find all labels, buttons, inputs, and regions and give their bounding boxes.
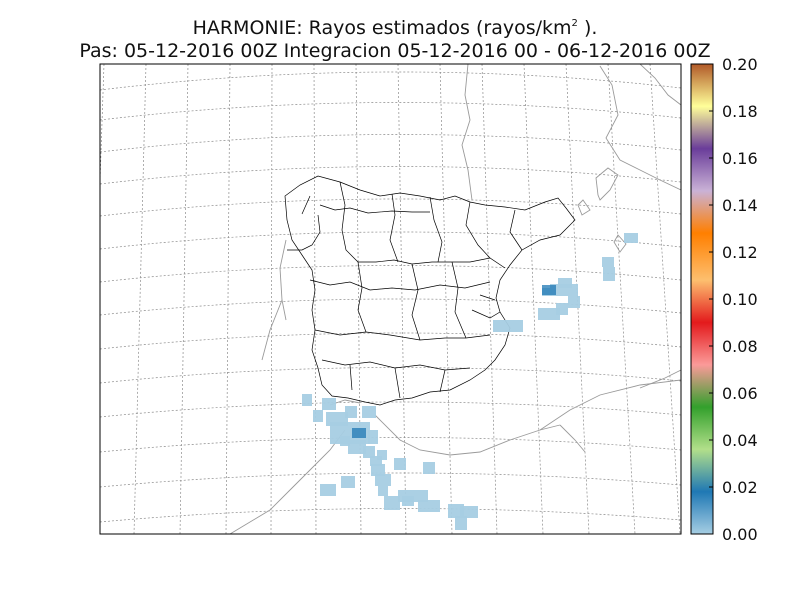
iberia-borders: [284, 175, 576, 406]
colorbar-tick-label: 0.16: [722, 149, 758, 168]
title-superscript: 2: [571, 18, 578, 29]
title-suffix: ).: [577, 17, 598, 39]
colorbar-tick-label: 0.18: [722, 102, 758, 121]
lightning-cells: [302, 233, 638, 530]
colorbar-tick-label: 0.20: [722, 55, 758, 74]
map-area: [100, 64, 681, 534]
colorbar-tick-label: 0.10: [722, 290, 758, 309]
map-title-line-2: Pas: 05-12-2016 00Z Integracion 05-12-20…: [79, 40, 711, 62]
map-frame: [99, 63, 682, 535]
coastline: [229, 64, 681, 534]
graticule-lines: [100, 64, 681, 534]
lightning-cells-medium: [352, 285, 556, 438]
colorbar-tick-label: 0.02: [722, 478, 758, 497]
colorbar-tick-label: 0.04: [722, 431, 758, 450]
colorbar-tick-label: 0.14: [722, 196, 758, 215]
colorbar-tick-label: 0.00: [722, 525, 758, 544]
colorbar-tick-label: 0.06: [722, 384, 758, 403]
title-text: HARMONIE: Rayos estimados (rayos/km: [192, 17, 572, 39]
colorbar-tick-label: 0.12: [722, 243, 758, 262]
map-title-line-1: HARMONIE: Rayos estimados (rayos/km2 ).: [0, 13, 790, 39]
colorbar-ticks: 0.00 0.02 0.04 0.06 0.08 0.10 0.12 0.14 0.16 0.18…: [709, 55, 758, 544]
colorbar-tick-label: 0.08: [722, 337, 758, 356]
